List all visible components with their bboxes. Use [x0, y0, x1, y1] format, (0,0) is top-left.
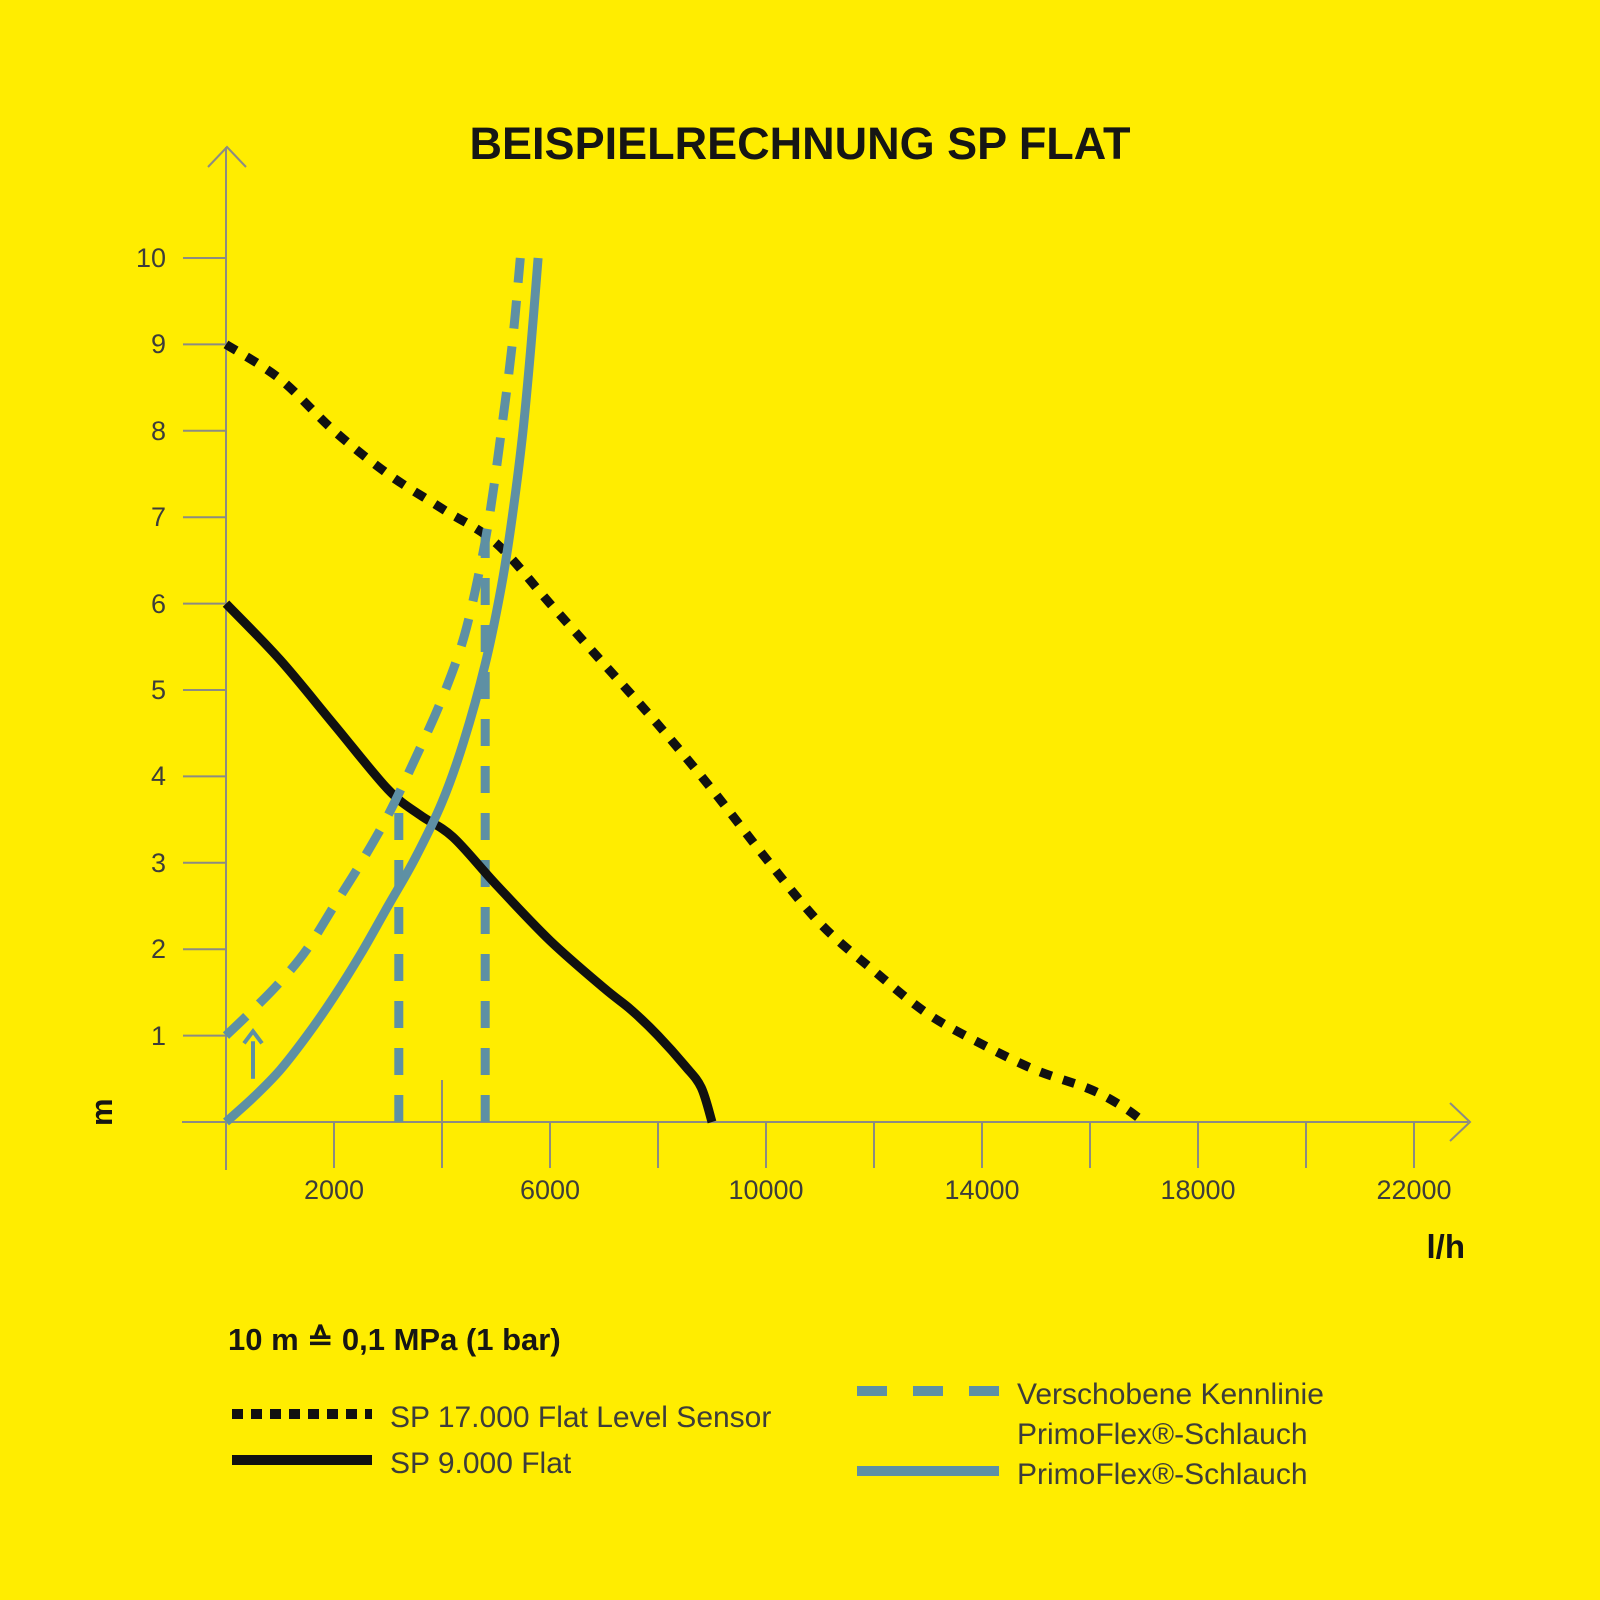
legend-item-shifted-curve: Verschobene Kennlinie PrimoFlex®-Schlauc… — [857, 1375, 1324, 1455]
legend-item-sp17000: SP 17.000 Flat Level Sensor — [232, 1398, 771, 1438]
x-tick-label: 22000 — [1376, 1175, 1452, 1205]
curve-shifted-hose-dashed — [222, 257, 525, 1039]
y-axis-unit-label: m — [84, 1098, 119, 1126]
pressure-note: 10 m ≙ 0,1 MPa (1 bar) — [228, 1322, 561, 1357]
chart-title: BEISPIELRECHNUNG SP FLAT — [469, 118, 1131, 169]
x-axis-arrow-icon — [1449, 1102, 1472, 1142]
legend-label-shifted-curve: Verschobene Kennlinie PrimoFlex®-Schlauc… — [1017, 1375, 1324, 1455]
x-tick-label: 2000 — [303, 1175, 365, 1205]
curve-sp17000-dotted — [223, 340, 1147, 1126]
x-tick-label: 10000 — [728, 1175, 804, 1205]
dotted-black-swatch-icon — [232, 1409, 372, 1419]
shift-arrow-head-icon — [242, 1027, 264, 1045]
legend-label-shifted-line2: PrimoFlex®-Schlauch — [1017, 1418, 1308, 1451]
y-tick-label: 1 — [150, 1020, 166, 1051]
solid-blue-swatch-icon — [857, 1466, 999, 1476]
solid-black-swatch-icon — [232, 1455, 372, 1465]
legend-label-sp9000: SP 9.000 Flat — [390, 1447, 572, 1480]
legend-label-shifted-line1: Verschobene Kennlinie — [1017, 1378, 1324, 1411]
dashed-blue-swatch-icon — [857, 1386, 999, 1396]
y-tick-label: 8 — [150, 415, 166, 446]
x-tick-label: 14000 — [944, 1175, 1020, 1205]
x-tick-label: 18000 — [1160, 1175, 1236, 1205]
curve-sp9000-solid — [222, 600, 717, 1124]
y-tick-label: 5 — [150, 675, 166, 705]
y-tick-label: 6 — [150, 588, 166, 619]
y-tick-label: 10 — [135, 243, 166, 273]
legend-item-primoflex: PrimoFlex®-Schlauch — [857, 1455, 1308, 1495]
y-tick-label: 4 — [150, 761, 166, 792]
legend-item-sp9000: SP 9.000 Flat — [232, 1444, 571, 1484]
legend-label-sp17000: SP 17.000 Flat Level Sensor — [390, 1401, 772, 1434]
y-tick-label: 9 — [150, 329, 166, 360]
curve-hose-solid — [223, 257, 543, 1126]
x-axis-unit-label: l/h — [1426, 1228, 1466, 1265]
y-tick-label: 2 — [150, 934, 166, 965]
y-tick-label: 7 — [150, 502, 166, 533]
legend-label-primoflex: PrimoFlex®-Schlauch — [1017, 1458, 1308, 1491]
y-axis-arrow-icon — [207, 145, 247, 168]
x-tick-label: 6000 — [519, 1175, 581, 1205]
y-tick-label: 3 — [150, 847, 166, 878]
